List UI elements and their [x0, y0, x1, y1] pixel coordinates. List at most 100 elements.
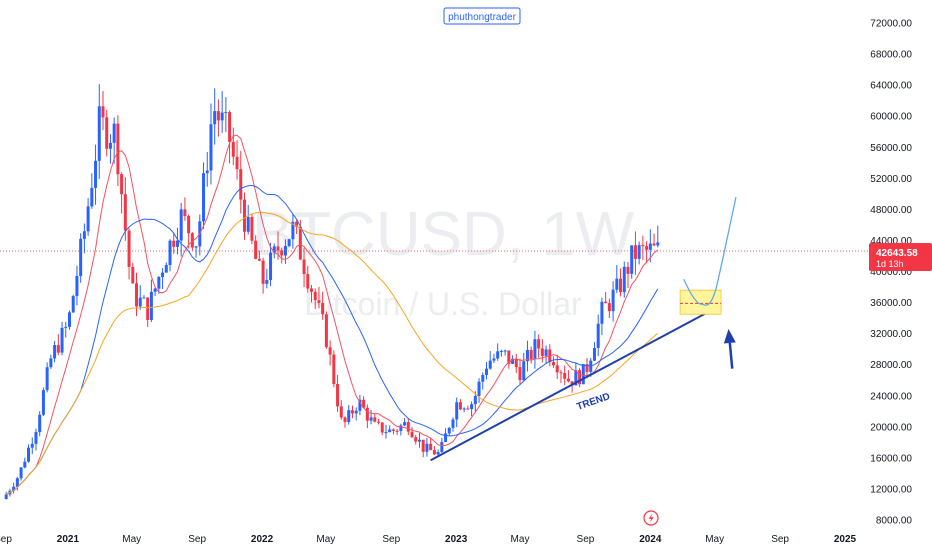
- x-tick-label: May: [511, 534, 530, 545]
- candle-body: [194, 246, 198, 248]
- candle-body: [403, 422, 407, 426]
- candle-body: [589, 360, 593, 372]
- candle-body: [123, 194, 127, 231]
- candle-body: [19, 467, 23, 479]
- candle-body: [105, 117, 109, 149]
- candle-body: [619, 278, 623, 293]
- candle-body: [82, 231, 86, 239]
- y-tick-label: 36000.00: [870, 298, 912, 309]
- candle-body: [395, 430, 399, 432]
- trend-label: TREND: [575, 391, 611, 413]
- events-icon-bolt: [648, 513, 654, 523]
- candle-body: [347, 410, 351, 422]
- candle-body: [369, 417, 373, 421]
- candle-body: [53, 345, 57, 359]
- candle-body: [540, 348, 544, 356]
- candle-body: [257, 258, 261, 261]
- candle-body: [652, 243, 656, 246]
- candle-body: [451, 419, 455, 428]
- candle-body: [276, 246, 280, 251]
- candle-body: [239, 169, 243, 200]
- candle-body: [269, 252, 273, 281]
- candle-body: [410, 431, 414, 438]
- candle-body: [458, 402, 462, 410]
- ma-fast-line: [5, 134, 659, 495]
- candle-body: [432, 450, 436, 455]
- candle-body: [313, 291, 317, 301]
- candle-body: [179, 209, 183, 241]
- y-tick-label: 16000.00: [870, 453, 912, 464]
- candle-body: [648, 243, 652, 250]
- candle-body: [168, 240, 172, 265]
- candle-body: [466, 408, 470, 410]
- candle-body: [246, 216, 250, 232]
- ma-mid-line: [5, 184, 659, 495]
- candle-body: [127, 230, 131, 267]
- candle-body: [310, 288, 314, 292]
- candle-body: [566, 378, 570, 382]
- candle-body: [496, 351, 500, 359]
- candle-body: [272, 246, 276, 253]
- candle-body: [75, 276, 79, 297]
- candle-body: [388, 429, 392, 433]
- candle-body: [164, 264, 168, 273]
- trendline: [430, 310, 711, 462]
- candle-body: [544, 349, 548, 356]
- candle-body: [97, 106, 101, 161]
- candle-body: [555, 365, 559, 373]
- candle-body: [596, 323, 600, 348]
- candle-body: [153, 288, 157, 292]
- candle-body: [533, 339, 537, 360]
- candle-body: [324, 314, 328, 348]
- x-tick-label: May: [122, 534, 141, 545]
- candle-body: [209, 124, 213, 171]
- x-tick-label: Sep: [771, 534, 789, 545]
- candle-body: [67, 312, 71, 327]
- candle-body: [488, 360, 492, 369]
- candle-body: [101, 106, 105, 118]
- candle-body: [622, 266, 626, 293]
- candle-body: [175, 240, 179, 247]
- candle-body: [220, 112, 224, 121]
- candle-body: [585, 364, 589, 372]
- candle-body: [183, 209, 187, 216]
- candle-body: [633, 245, 637, 259]
- y-tick-label: 44000.00: [870, 236, 912, 247]
- candle-body: [41, 390, 45, 415]
- candle-body: [30, 443, 34, 448]
- candle-body: [202, 173, 206, 222]
- candle-body: [60, 327, 64, 353]
- candle-body: [157, 277, 161, 289]
- author-tag[interactable]: phuthongtrader: [443, 7, 521, 25]
- events-icon-circle: [643, 510, 659, 526]
- candle-body: [231, 141, 235, 157]
- y-tick-label: 60000.00: [870, 112, 912, 123]
- candle-body: [142, 297, 146, 299]
- candle-body: [440, 441, 444, 452]
- candle-body: [477, 381, 481, 396]
- candle-body: [15, 478, 19, 487]
- candle-body: [12, 486, 16, 491]
- y-tick-label: 72000.00: [870, 19, 912, 30]
- x-tick-label: May: [316, 534, 335, 545]
- candle-body: [38, 414, 42, 433]
- candle-body: [235, 156, 239, 170]
- y-tick-label: 40000.00: [870, 267, 912, 278]
- x-tick-label: Sep: [0, 534, 12, 545]
- candle-body: [64, 326, 68, 328]
- candle-body: [377, 421, 381, 423]
- candle-body: [79, 238, 83, 277]
- candle-body: [94, 160, 98, 188]
- candle-body: [492, 358, 496, 361]
- candle-body: [421, 439, 425, 452]
- candle-body: [4, 494, 8, 500]
- candle-body: [49, 358, 53, 368]
- candle-body: [522, 361, 526, 381]
- candle-body: [425, 443, 429, 452]
- candle-body: [291, 221, 295, 240]
- events-icon[interactable]: [643, 510, 659, 526]
- candle-body: [525, 349, 529, 362]
- candle-body: [365, 407, 369, 421]
- candle-body: [518, 367, 522, 381]
